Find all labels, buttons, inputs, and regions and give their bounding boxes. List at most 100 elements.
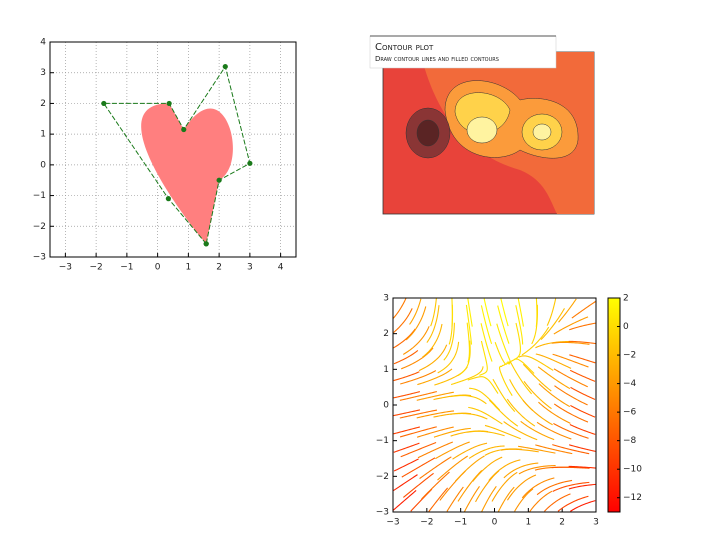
streamline [479,340,488,376]
streamline [492,378,516,412]
x-tick-label: 3 [593,518,599,528]
streamline [402,326,430,355]
streamline [509,360,533,395]
x-tick-label: 1 [186,263,192,273]
streamline [454,455,485,482]
streamline [570,404,596,418]
y-tick-label: 4 [40,38,46,48]
streamline [392,490,417,511]
streamline [553,403,589,423]
colorbar-tick-label: −12 [623,493,642,503]
streamline [393,350,419,365]
streamline [497,305,510,344]
streamline [500,448,539,453]
y-tick-label: 2 [40,99,46,109]
control-point [247,160,253,166]
control-point [166,100,172,107]
streamline [535,298,538,327]
streamline [569,322,596,331]
streamline [521,477,555,499]
streamline [409,298,422,325]
streamline [450,366,484,386]
x-tick-label: −2 [89,263,102,273]
y-tick-label: 3 [383,294,389,304]
streamline [416,426,454,438]
streamline [538,401,571,424]
streamline [537,366,571,390]
y-tick-label: 1 [383,365,389,375]
streamline [568,340,596,345]
streamline [465,304,473,345]
streamline [558,298,577,323]
y-tick-label: −2 [33,222,46,232]
axes-frame [49,41,297,258]
streamline [443,322,455,361]
streamline [472,456,503,482]
streamline [571,301,596,319]
streamline [536,479,573,496]
streamline [399,426,437,438]
x-tick-label: −2 [420,518,433,528]
x-tick-label: 0 [155,263,161,273]
colorbar-tick-label: 0 [623,322,629,332]
colorbar-tick-label: −8 [623,436,637,446]
streamline [518,445,556,454]
streamline [494,342,511,366]
streamline [428,487,449,513]
streamline [535,444,573,455]
streamlines [392,297,596,513]
x-tick-label: −1 [120,263,133,273]
control-point [216,177,222,183]
streamline [488,459,521,481]
axes-frame [392,297,597,513]
streamline [523,380,552,410]
streamline [469,387,501,411]
streamline [508,358,535,374]
control-point [203,241,209,247]
y-tick-label: 0 [383,401,389,411]
streamline [503,462,539,479]
x-tick-label: 3 [247,263,253,273]
streamline [467,376,499,394]
control-point [181,126,187,133]
streamline [483,298,492,327]
heart-fill [141,103,233,244]
streamline [417,441,454,459]
streamline [557,495,589,512]
streamline [416,410,455,419]
streamline [437,341,460,374]
streamline [393,474,418,492]
x-tick-label: −1 [454,518,467,528]
streamline [553,316,589,335]
x-tick-label: 4 [278,263,284,273]
streamline [540,308,565,340]
streamline [400,442,437,458]
streamline [417,368,453,386]
streamline [450,412,488,420]
streamline [570,500,596,512]
x-tick-label: −3 [59,263,72,273]
streamline [568,483,596,490]
streamline [522,363,552,392]
streamline [466,322,470,363]
control-point [165,196,171,202]
streamline [515,305,524,345]
colorbar [607,297,621,513]
streamline [568,465,596,469]
streamline [518,355,554,371]
streamline [517,298,524,327]
streamline [399,391,437,401]
streamline [437,455,469,481]
streamline [546,298,557,326]
colorbar-tick-label: −2 [623,351,636,361]
streamline [538,383,571,408]
streamline [544,493,571,512]
streamline [481,486,497,513]
streamline [553,368,588,388]
streamline [503,421,538,441]
streamline [393,458,419,472]
streamline [518,465,556,475]
streamline [416,391,454,401]
streamline [521,326,550,356]
x-tick-label: 1 [525,518,531,528]
